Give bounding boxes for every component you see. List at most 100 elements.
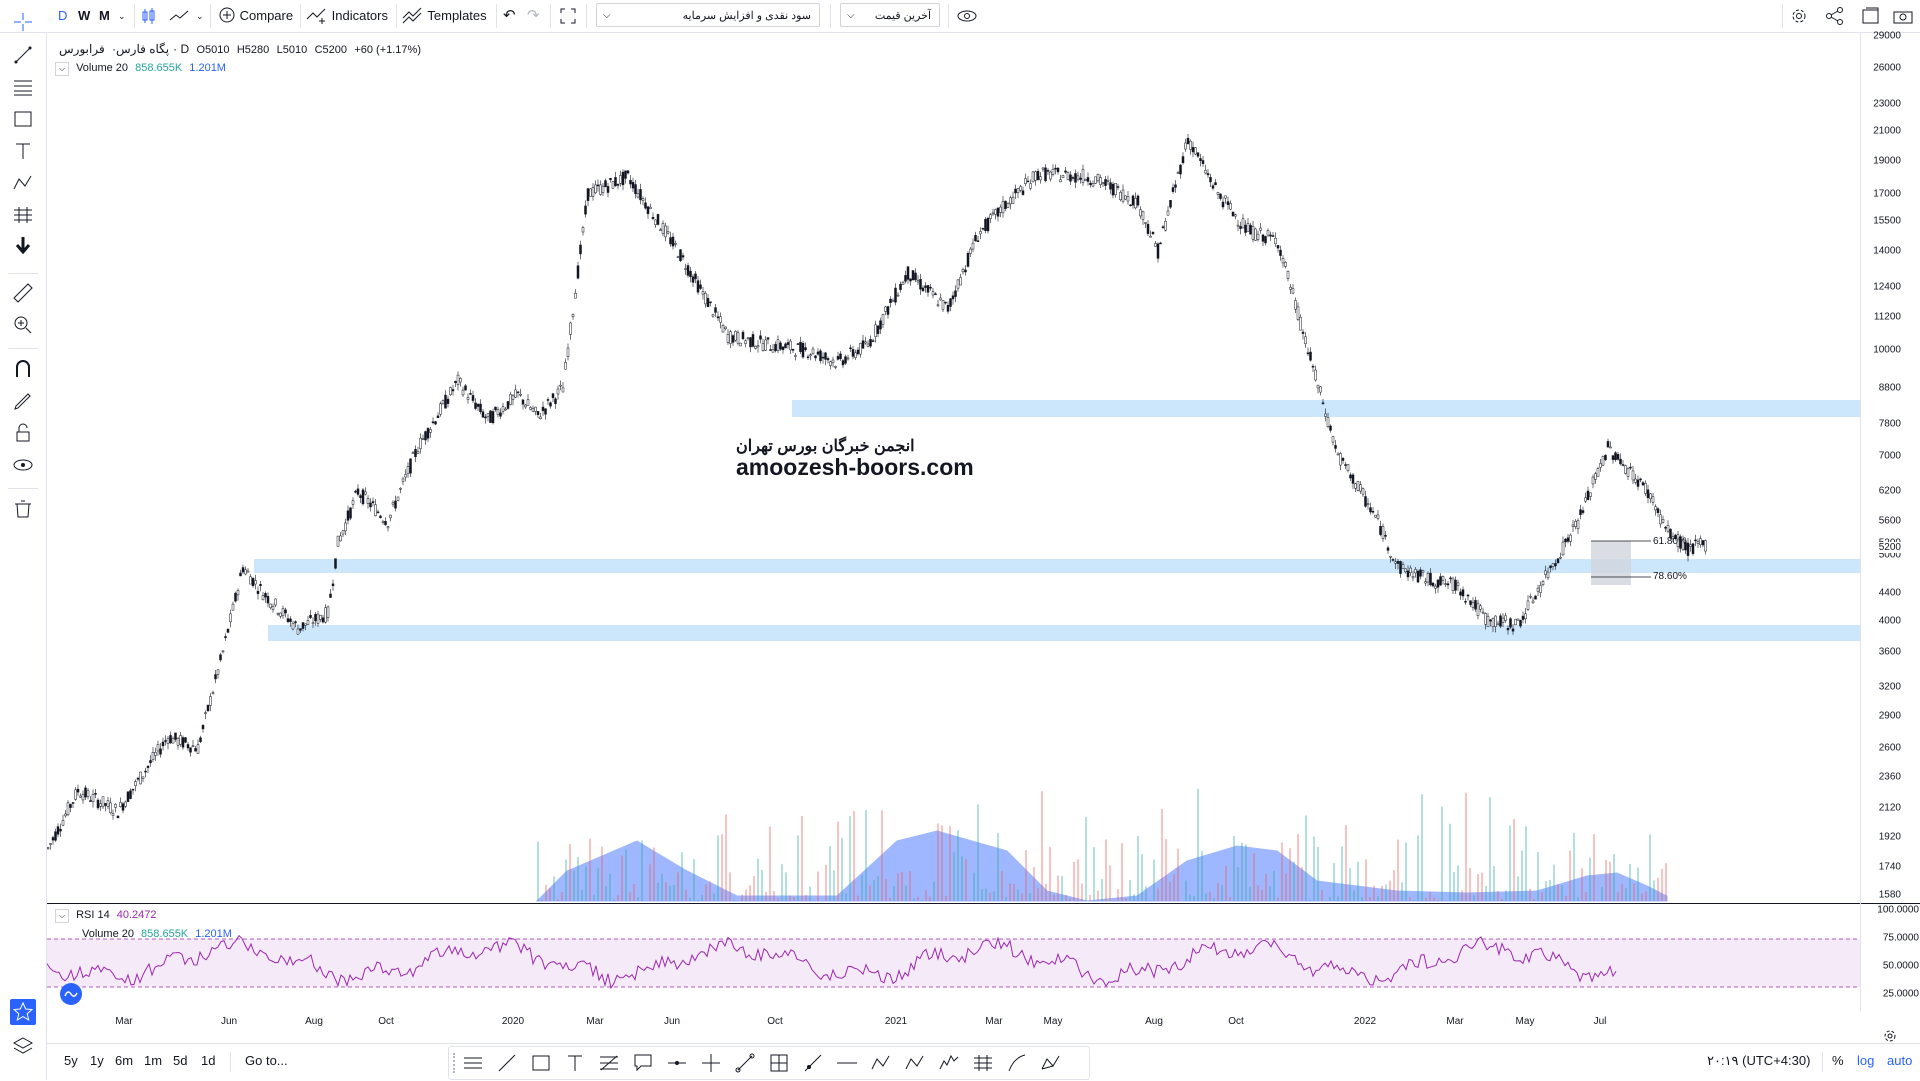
candle-body: [1235, 215, 1237, 216]
dividend-adjust-select[interactable]: سود نقدی و افزایش سرمایه ⌵: [596, 3, 820, 27]
redo-icon[interactable]: ↷: [527, 4, 540, 28]
fib-tool-icon[interactable]: [597, 1051, 621, 1075]
ray-icon[interactable]: [801, 1051, 825, 1075]
candle-body: [1590, 493, 1592, 497]
candle-body: [1307, 353, 1309, 354]
range-5d[interactable]: 5d: [173, 1053, 187, 1068]
clock-timezone[interactable]: ۲۰:۱۹ (UTC+4:30): [1707, 1053, 1810, 1069]
xabcd-pattern-icon[interactable]: [1039, 1051, 1063, 1075]
candle-body: [120, 802, 122, 806]
candle-body: [1657, 509, 1659, 513]
candle-body: [155, 752, 157, 755]
prediction-icon[interactable]: [11, 203, 35, 227]
candle-body: [675, 243, 677, 244]
snapshot-icon[interactable]: [1860, 4, 1882, 28]
volume-bar: [1313, 836, 1315, 901]
candle-body: [167, 739, 169, 744]
cross-line-icon[interactable]: [699, 1051, 723, 1075]
candles-icon[interactable]: [140, 4, 158, 28]
candle-body: [1385, 535, 1387, 536]
settings-gear-icon[interactable]: [1788, 4, 1810, 28]
compare-button[interactable]: Compare: [218, 4, 293, 28]
segment-icon[interactable]: [733, 1051, 757, 1075]
trend-line-icon[interactable]: [11, 43, 35, 67]
share-icon[interactable]: [1824, 4, 1846, 28]
camera-icon[interactable]: [1892, 4, 1914, 28]
text-icon[interactable]: [11, 139, 35, 163]
horizontal-lines-icon[interactable]: [461, 1051, 485, 1075]
volume-bar: [693, 859, 695, 901]
tradingview-logo-icon[interactable]: [59, 982, 83, 1006]
callout-icon[interactable]: [631, 1051, 655, 1075]
extended-line-icon[interactable]: [835, 1051, 859, 1075]
arrow-down-icon[interactable]: [11, 233, 35, 257]
auto-toggle[interactable]: auto: [1887, 1053, 1912, 1068]
candle-body: [1072, 177, 1074, 178]
fullscreen-icon[interactable]: [558, 4, 578, 28]
rsi-chart[interactable]: [47, 904, 1860, 1011]
rectangle-icon[interactable]: [11, 107, 35, 131]
visibility-icon[interactable]: [11, 453, 35, 477]
trash-icon[interactable]: [11, 497, 35, 521]
drawing-mode-icon[interactable]: [11, 389, 35, 413]
rsi-tick-label: 75.0000: [1883, 933, 1919, 944]
candle-body: [175, 733, 177, 739]
interval-m-button[interactable]: M: [99, 4, 110, 28]
magnet-icon[interactable]: [11, 357, 35, 381]
range-1d[interactable]: 1d: [201, 1053, 215, 1068]
candle-body: [347, 511, 349, 520]
lock-icon[interactable]: [11, 421, 35, 445]
horizontal-ray-icon[interactable]: [665, 1051, 689, 1075]
range-1m[interactable]: 1m: [144, 1053, 162, 1068]
abc-pattern-icon[interactable]: [869, 1051, 893, 1075]
drag-handle[interactable]: [453, 1053, 459, 1073]
pattern-icon[interactable]: [11, 171, 35, 195]
layers-icon[interactable]: [11, 1034, 35, 1058]
candle-body: [1445, 584, 1447, 585]
frame-icon[interactable]: [767, 1051, 791, 1075]
candle-body: [1655, 507, 1657, 510]
fib-retracement-icon[interactable]: [11, 75, 35, 99]
volume-bar: [1369, 897, 1371, 901]
abcd-pattern-icon[interactable]: [903, 1051, 927, 1075]
candle-body: [1517, 619, 1519, 620]
brush-icon[interactable]: [1005, 1051, 1029, 1075]
log-toggle[interactable]: log: [1857, 1053, 1874, 1068]
interval-w-button[interactable]: W: [78, 4, 90, 28]
templates-button[interactable]: Templates: [402, 4, 487, 28]
elliott-wave-icon[interactable]: [937, 1051, 961, 1075]
indicators-button[interactable]: Indicators: [306, 4, 388, 28]
undo-icon[interactable]: ↶: [503, 4, 516, 28]
candle-body: [1185, 143, 1187, 149]
rsi-pane[interactable]: ⌵ RSI 14 40.2472 Volume 20 858.655K 1.20…: [47, 904, 1860, 1011]
gann-box-icon[interactable]: [971, 1051, 995, 1075]
volume-bar: [1473, 895, 1475, 901]
rectangle-tool-icon[interactable]: [529, 1051, 553, 1075]
volume-bar: [1397, 840, 1399, 901]
eye-icon[interactable]: [955, 4, 979, 28]
candle-body: [1410, 568, 1412, 573]
crosshair-icon[interactable]: [11, 10, 35, 34]
range-1y[interactable]: 1y: [90, 1053, 104, 1068]
chart-type-dropdown-icon[interactable]: ⌄: [196, 4, 204, 28]
candle-body: [1200, 158, 1202, 160]
candle-body: [982, 228, 984, 229]
range-5y[interactable]: 5y: [64, 1053, 78, 1068]
percent-toggle[interactable]: %: [1832, 1053, 1844, 1068]
interval-dropdown-icon[interactable]: ⌄: [118, 4, 126, 28]
text-tool-icon[interactable]: [563, 1051, 587, 1075]
collapse-chevron-icon[interactable]: ⌵: [55, 909, 69, 923]
ruler-icon[interactable]: [11, 281, 35, 305]
interval-d-button[interactable]: D: [58, 4, 67, 28]
price-source-select[interactable]: آخرین قیمت ⌵: [840, 3, 940, 27]
fib-zone-box: [1591, 541, 1631, 585]
line-tool-icon[interactable]: [495, 1051, 519, 1075]
zoom-in-icon[interactable]: [11, 313, 35, 337]
range-6m[interactable]: 6m: [115, 1053, 133, 1068]
collapse-chevron-icon[interactable]: ⌵: [55, 62, 69, 76]
watchlist-star-button[interactable]: [10, 999, 36, 1025]
goto-button[interactable]: Go to...: [245, 1053, 288, 1068]
line-chart-icon[interactable]: [168, 4, 190, 28]
